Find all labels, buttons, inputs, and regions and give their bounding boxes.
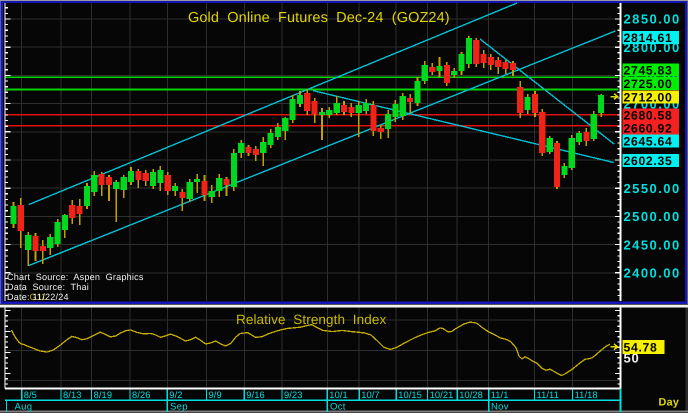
- svg-text:10/1: 10/1: [329, 390, 348, 400]
- svg-text:2602.35: 2602.35: [624, 154, 673, 168]
- svg-text:Day: Day: [659, 397, 680, 409]
- svg-text:Date: 11/22/24: Date: 11/22/24: [7, 292, 69, 302]
- svg-text:2645.64: 2645.64: [624, 135, 673, 149]
- svg-text:2500.00: 2500.00: [624, 209, 681, 224]
- svg-text:2450.00: 2450.00: [624, 237, 681, 252]
- svg-text:11/1: 11/1: [491, 390, 509, 400]
- svg-text:2814.61: 2814.61: [624, 31, 673, 45]
- svg-text:Relative Strength Index: Relative Strength Index: [236, 312, 386, 327]
- svg-text:Data Source: Thai: Data Source: Thai: [7, 282, 89, 292]
- svg-text:8/19: 8/19: [94, 390, 113, 400]
- svg-text:2725.00: 2725.00: [624, 77, 673, 91]
- svg-text:Aug: Aug: [15, 402, 33, 413]
- svg-text:50: 50: [624, 351, 640, 366]
- svg-text:10/28: 10/28: [459, 390, 483, 400]
- svg-text:54.78: 54.78: [624, 341, 658, 355]
- svg-text:10/21: 10/21: [430, 390, 454, 400]
- svg-text:11/11: 11/11: [537, 390, 559, 400]
- svg-text:Nov: Nov: [491, 402, 509, 413]
- svg-text:Sep: Sep: [170, 402, 188, 413]
- svg-text:10/15: 10/15: [398, 390, 422, 400]
- svg-text:9/23: 9/23: [284, 390, 303, 400]
- svg-text:9/9: 9/9: [209, 390, 222, 400]
- svg-text:2850.00: 2850.00: [624, 12, 681, 27]
- svg-text:Oct: Oct: [330, 402, 346, 413]
- svg-text:2745.83: 2745.83: [624, 64, 673, 78]
- svg-text:2550.00: 2550.00: [624, 181, 681, 196]
- svg-text:2712.00: 2712.00: [624, 91, 673, 105]
- svg-text:8/5: 8/5: [24, 390, 37, 400]
- svg-text:Chart Source: Aspen Graphic: Chart Source: Aspen Graphics: [7, 272, 144, 282]
- svg-text:Gold Online Futures Dec-24: Gold Online Futures Dec-24 (GOZ24): [188, 10, 450, 26]
- svg-text:2400.00: 2400.00: [624, 266, 681, 281]
- svg-text:11/18: 11/18: [575, 390, 598, 400]
- svg-text:2680.58: 2680.58: [624, 109, 673, 123]
- svg-text:8/13: 8/13: [63, 390, 82, 400]
- svg-text:9/2: 9/2: [169, 390, 182, 400]
- svg-text:2660.92: 2660.92: [624, 122, 673, 136]
- svg-text:9/16: 9/16: [246, 390, 264, 400]
- svg-text:8/26: 8/26: [132, 390, 151, 400]
- svg-text:10/7: 10/7: [361, 390, 380, 400]
- svg-text:G11: G11: [30, 292, 47, 302]
